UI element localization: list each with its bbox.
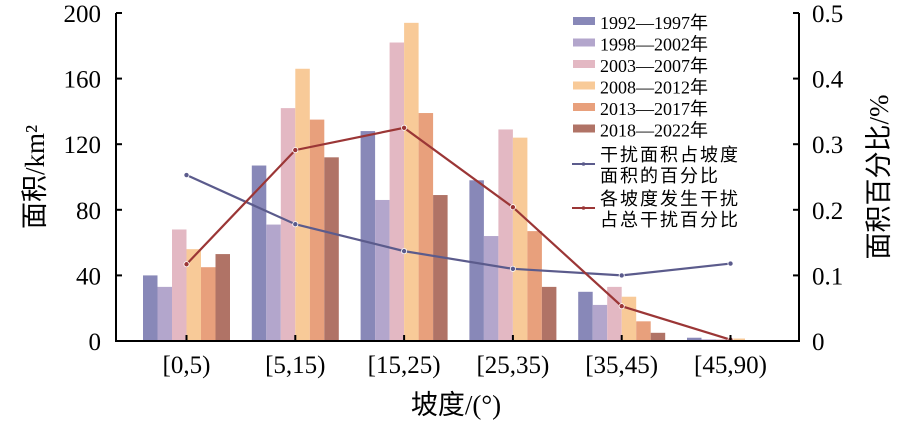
axes-layer: 0 40 80 120 160 200 0 0.1 0.2 0.3 0.4 0.5 [0,5) [5,15… bbox=[64, 1, 844, 379]
y-tick-label: 0 bbox=[89, 329, 102, 356]
bar bbox=[687, 337, 702, 341]
bar bbox=[433, 195, 448, 341]
legend-swatch bbox=[573, 38, 595, 47]
legend-label: 1998—2002年 bbox=[600, 35, 708, 55]
y2-tick-label: 0.2 bbox=[812, 198, 843, 225]
bar bbox=[498, 129, 513, 341]
bar bbox=[280, 108, 296, 342]
bar bbox=[215, 254, 230, 341]
series-line bbox=[186, 174, 731, 277]
y2-tick-label: 0 bbox=[812, 329, 825, 356]
x-tick-label: [5,15) bbox=[265, 352, 325, 379]
legend-label: 各坡度发生干扰 bbox=[600, 189, 740, 209]
bar bbox=[186, 249, 201, 341]
bar bbox=[295, 68, 310, 341]
x-axis-label: 坡度/(°) bbox=[411, 390, 501, 420]
bar bbox=[157, 286, 172, 341]
bar bbox=[266, 224, 281, 341]
legend-swatch bbox=[573, 103, 595, 111]
legend-label: 1992—1997年 bbox=[600, 13, 708, 33]
bar bbox=[375, 199, 390, 341]
bar bbox=[730, 338, 745, 341]
y-tick-label: 120 bbox=[64, 132, 102, 159]
line-point bbox=[509, 204, 516, 211]
legend-label: 干扰面积占坡度 bbox=[600, 145, 740, 165]
legend-label: 2008—2012年 bbox=[600, 78, 708, 98]
bar bbox=[360, 131, 376, 341]
legend-label: 2018—2022年 bbox=[600, 121, 708, 141]
bar bbox=[527, 231, 542, 341]
y-tick-label: 40 bbox=[76, 263, 101, 290]
line-point bbox=[292, 221, 299, 228]
bar bbox=[404, 22, 419, 342]
line-point bbox=[401, 248, 408, 255]
bar bbox=[650, 332, 666, 341]
x-tick-label: [35,45) bbox=[585, 352, 658, 379]
bar bbox=[483, 236, 499, 341]
line-point bbox=[618, 303, 625, 310]
legend-swatch bbox=[573, 17, 595, 25]
bar bbox=[418, 113, 434, 341]
bar bbox=[201, 267, 216, 341]
legend-label: 面积的百分比 bbox=[600, 166, 720, 186]
series-line bbox=[185, 126, 731, 341]
legend: 1992—1997年1998—2002年2003—2007年2008—2012年… bbox=[572, 13, 740, 230]
line-point bbox=[401, 124, 408, 131]
x-tick-label: [0,5) bbox=[163, 352, 211, 379]
y2-tick-label: 0.1 bbox=[812, 263, 843, 290]
axis-frame bbox=[115, 13, 800, 342]
line-point bbox=[509, 265, 516, 272]
bar bbox=[592, 304, 608, 341]
lines-layer bbox=[183, 124, 734, 343]
bar bbox=[607, 286, 622, 341]
bars-layer bbox=[143, 22, 774, 342]
y2-tick-label: 0.5 bbox=[812, 1, 843, 28]
bar bbox=[251, 165, 267, 341]
legend-swatch bbox=[573, 60, 595, 68]
y-axis-label: 面积/km² bbox=[20, 125, 50, 229]
legend-label: 占总干扰百分比 bbox=[600, 210, 740, 230]
legend-swatch bbox=[573, 124, 595, 133]
bar bbox=[172, 229, 187, 341]
legend-swatch bbox=[573, 81, 595, 90]
bar bbox=[541, 286, 557, 341]
bar bbox=[621, 296, 637, 341]
bar bbox=[143, 275, 158, 341]
y-tick-label: 160 bbox=[64, 67, 102, 94]
y2-axis-label: 面积百分比/% bbox=[864, 95, 894, 260]
y-tick-label: 80 bbox=[76, 198, 101, 225]
y-tick-label: 200 bbox=[64, 1, 102, 28]
line-point bbox=[183, 261, 190, 268]
line-point bbox=[727, 260, 734, 267]
y2-tick-label: 0.4 bbox=[812, 67, 844, 94]
line-point bbox=[292, 147, 299, 154]
legend-marker bbox=[581, 206, 586, 210]
bar bbox=[512, 137, 528, 341]
bar bbox=[324, 157, 339, 341]
line-point bbox=[183, 172, 190, 179]
bar bbox=[389, 42, 405, 342]
line-point bbox=[618, 272, 625, 279]
x-tick-label: [15,25) bbox=[368, 352, 441, 379]
x-tick-label: [45,90) bbox=[694, 352, 767, 379]
x-tick-label: [25,35) bbox=[476, 352, 549, 379]
y2-tick-label: 0.3 bbox=[812, 132, 843, 159]
bar bbox=[636, 321, 651, 341]
legend-label: 2003—2007年 bbox=[600, 56, 708, 76]
bar bbox=[469, 180, 484, 341]
bar bbox=[578, 291, 593, 341]
legend-label: 2013—2017年 bbox=[600, 99, 708, 119]
legend-marker bbox=[581, 162, 586, 166]
